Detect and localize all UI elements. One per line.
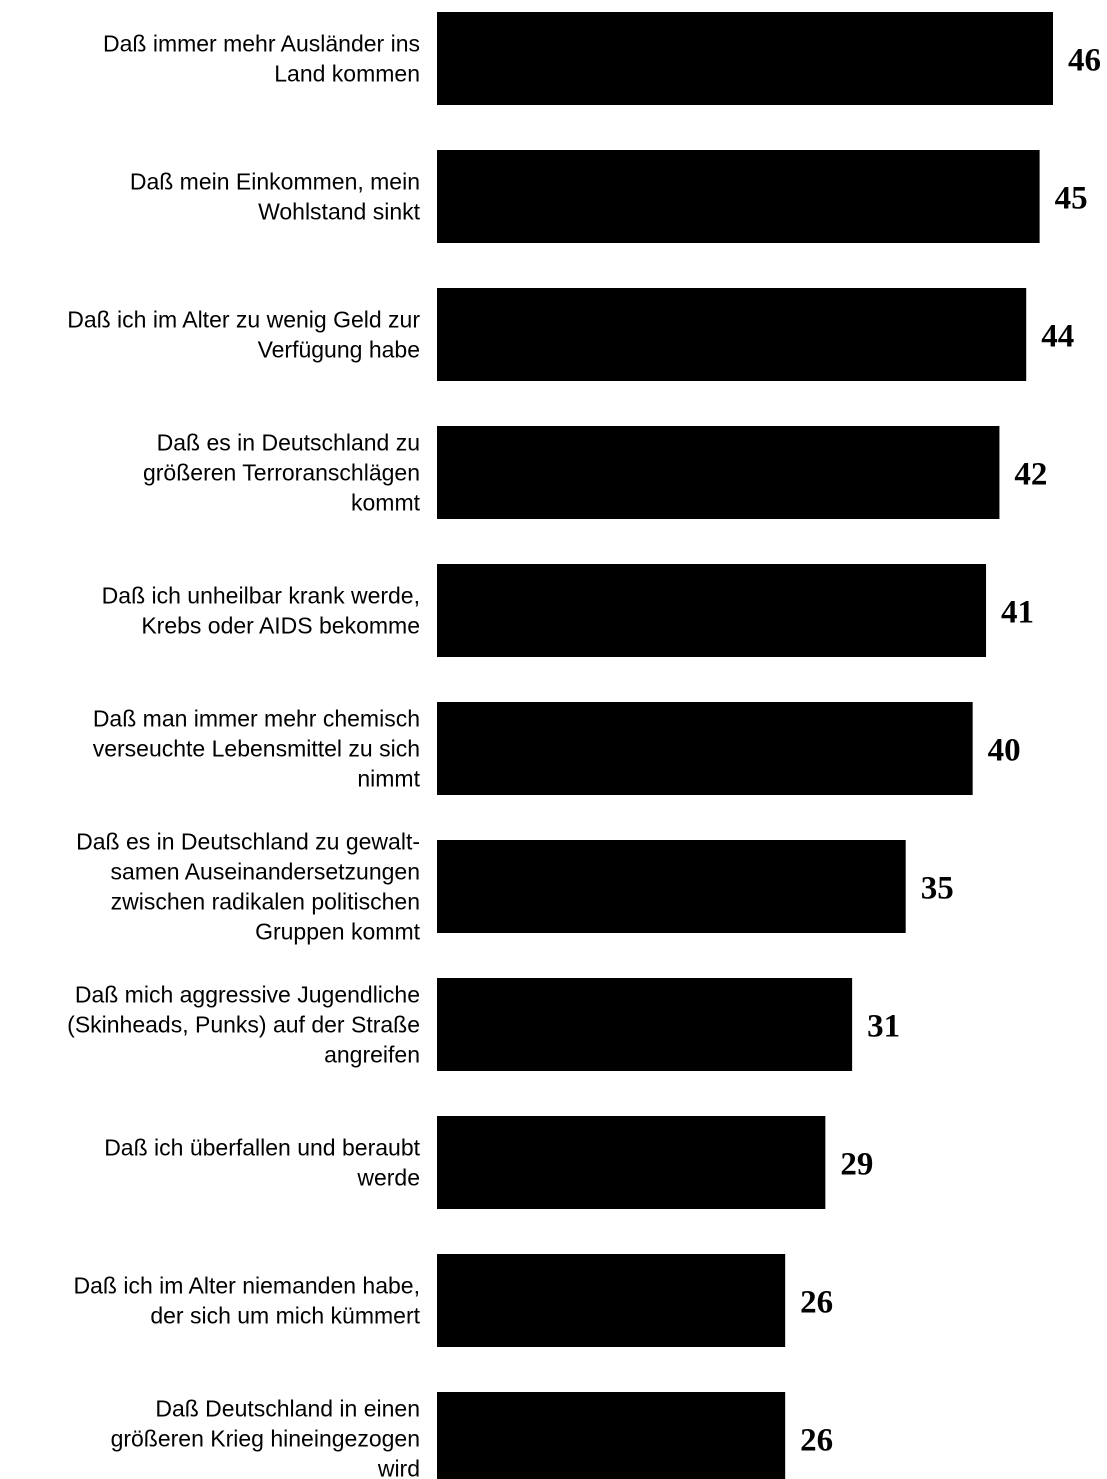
bar-1: [437, 12, 1053, 105]
category-label-line: Daß immer mehr Ausländer ins: [103, 31, 420, 57]
bar-5: [437, 564, 987, 657]
category-label-7: Daß es in Deutschland zu gewalt-samen Au…: [76, 829, 420, 945]
category-label-5: Daß ich unheilbar krank werde, Krebs oder…: [102, 583, 420, 639]
category-label-line: zwischen radikalen politischen: [111, 889, 420, 915]
value-label-4: 42: [1014, 457, 1047, 493]
category-label-line: Gruppen kommt: [255, 919, 421, 945]
bar-3: [437, 288, 1027, 381]
category-label-line: Daß ich unheilbar krank werde,: [102, 583, 420, 609]
bar-11: [437, 1392, 786, 1479]
value-label-5: 41: [1001, 595, 1034, 631]
bar-8: [437, 978, 853, 1071]
category-label-line: werde: [356, 1165, 420, 1191]
category-label-8: Daß mich aggressive Jugendliche (Skinhead…: [67, 982, 420, 1068]
category-label-line: nimmt: [357, 766, 420, 792]
category-label-6: Daß man immer mehr chemisch verseuchte Le…: [93, 706, 421, 792]
value-labels: 46 45 44 42 41 40 35 31 29 26 26: [800, 43, 1101, 1459]
bar-10: [437, 1254, 786, 1347]
category-label-9: Daß ich überfallen und beraubt werde: [104, 1135, 420, 1191]
value-label-2: 45: [1055, 181, 1088, 217]
bar-4: [437, 426, 1000, 519]
bar-9: [437, 1116, 826, 1209]
value-label-7: 35: [921, 871, 954, 907]
bar-2: [437, 150, 1040, 243]
bar-6: [437, 702, 973, 795]
value-label-8: 31: [867, 1009, 900, 1045]
category-label-line: Verfügung habe: [258, 337, 420, 363]
category-label-line: Daß man immer mehr chemisch: [93, 706, 420, 732]
category-label-line: Daß ich im Alter niemanden habe,: [74, 1273, 420, 1299]
category-label-line: kommt: [351, 490, 421, 516]
category-label-line: Daß ich im Alter zu wenig Geld zur: [67, 307, 420, 333]
category-label-line: Daß mich aggressive Jugendliche: [75, 982, 420, 1008]
category-label-line: Daß ich überfallen und beraubt: [104, 1135, 420, 1161]
category-label-4: Daß es in Deutschland zu größeren Terrora…: [143, 430, 421, 516]
category-label-line: größeren Krieg hineingezogen: [111, 1426, 420, 1452]
value-label-9: 29: [840, 1147, 873, 1183]
category-labels: Daß immer mehr Ausländer ins Land kommenD…: [67, 31, 420, 1479]
bar-7: [437, 840, 906, 933]
category-label-line: samen Auseinandersetzungen: [111, 859, 420, 885]
category-label-line: Land kommen: [274, 61, 420, 87]
value-label-3: 44: [1041, 319, 1074, 355]
category-label-3: Daß ich im Alter zu wenig Geld zur Verfüg…: [67, 307, 420, 363]
category-label-line: Krebs oder AIDS bekomme: [141, 613, 420, 639]
value-label-10: 26: [800, 1285, 833, 1321]
value-label-6: 40: [988, 733, 1021, 769]
bars: [437, 12, 1053, 1479]
category-label-2: Daß mein Einkommen, mein Wohlstand sinkt: [130, 169, 421, 225]
category-label-line: Daß es in Deutschland zu gewalt-: [76, 829, 420, 855]
category-label-line: der sich um mich kümmert: [150, 1303, 420, 1329]
category-label-10: Daß ich im Alter niemanden habe, der sich…: [74, 1273, 421, 1329]
category-label-line: Daß es in Deutschland zu: [157, 430, 420, 456]
category-label-line: verseuchte Lebensmittel zu sich: [93, 736, 420, 762]
category-label-11: Daß Deutschland in einen größeren Krieg h…: [111, 1396, 420, 1479]
category-label-line: (Skinheads, Punks) auf der Straße: [67, 1012, 420, 1038]
category-label-1: Daß immer mehr Ausländer ins Land kommen: [103, 31, 420, 87]
category-label-line: größeren Terroranschlägen: [143, 460, 420, 486]
category-label-line: wird: [377, 1456, 420, 1479]
category-label-line: Daß mein Einkommen, mein: [130, 169, 420, 195]
value-label-1: 46: [1068, 43, 1101, 79]
category-label-line: Daß Deutschland in einen: [155, 1396, 420, 1422]
value-label-11: 26: [800, 1423, 833, 1459]
category-label-line: Wohlstand sinkt: [258, 199, 421, 225]
category-label-line: angreifen: [324, 1042, 420, 1068]
